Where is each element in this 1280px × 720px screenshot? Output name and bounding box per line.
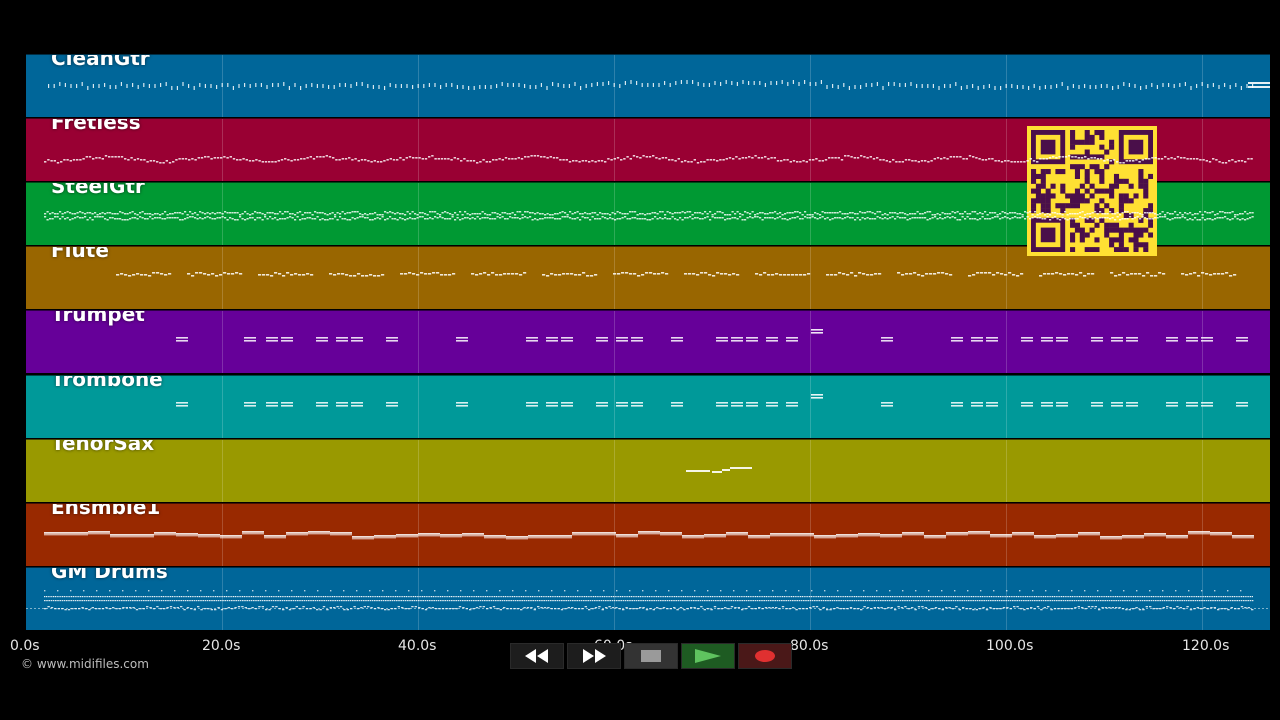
note-lane (26, 589, 1268, 611)
gridline (418, 439, 419, 502)
gridline (1006, 119, 1007, 182)
gridline (810, 119, 811, 182)
track-gm-drums: GM Drums (26, 566, 1270, 630)
gridline (418, 247, 419, 310)
track-cleangtr: CleanGtr (26, 54, 1270, 117)
note-lane (48, 80, 1270, 90)
track-trombone: Trombone (26, 374, 1270, 438)
note-lane (44, 155, 1253, 164)
track-name: CleanGtr (51, 54, 150, 70)
gridline (810, 311, 811, 374)
piano-roll: CleanGtr Fretless SteelGtr Flute Trumpet Trom… (26, 54, 1270, 631)
time-tick-label: 0.0s (10, 638, 40, 654)
gridline (418, 567, 419, 630)
track-name: SteelGtr (51, 182, 145, 199)
time-tick-label: 120.0s (1182, 638, 1230, 654)
track-steelgtr: SteelGtr (26, 182, 1270, 246)
note-lane (176, 329, 1248, 342)
gridline (810, 439, 811, 502)
time-tick-label: 40.0s (398, 638, 437, 654)
track-name: TenorSax (51, 438, 155, 455)
rewind-button[interactable] (510, 643, 564, 669)
stop-icon (641, 650, 661, 662)
qr-code-pattern (1031, 130, 1153, 252)
track-ensmble1: Ensmble1 (26, 502, 1270, 566)
time-tick-label: 20.0s (202, 638, 241, 654)
record-button[interactable] (738, 643, 792, 669)
gridline (418, 375, 419, 438)
time-tick-label: 80.0s (790, 638, 829, 654)
rewind-icon (525, 649, 548, 663)
gridline (810, 375, 811, 438)
track-flute: Flute (26, 246, 1270, 310)
gridline (222, 567, 223, 630)
track-fretless: Fretless (26, 118, 1270, 182)
gridline (1202, 247, 1203, 310)
note-lane (686, 466, 752, 473)
fast-forward-icon (583, 649, 606, 663)
play-button[interactable] (681, 643, 735, 669)
track-name: Trumpet (51, 310, 145, 327)
stop-button[interactable] (624, 643, 678, 669)
gridline (614, 567, 615, 630)
gridline (614, 247, 615, 310)
track-name: Flute (51, 246, 109, 263)
track-trumpet: Trumpet (26, 310, 1270, 374)
fast-forward-button[interactable] (567, 643, 621, 669)
note-lane (176, 393, 1248, 407)
transport-controls (510, 643, 792, 669)
gridline (1006, 311, 1007, 374)
track-name: Ensmble1 (51, 502, 161, 519)
track-name: Trombone (51, 374, 163, 391)
gridline (614, 119, 615, 182)
gridline (222, 119, 223, 182)
track-name: GM Drums (51, 566, 168, 583)
note-lane (44, 211, 1254, 221)
gridline (810, 247, 811, 310)
gridline (222, 375, 223, 438)
track-name: Fretless (51, 118, 141, 135)
gridline (222, 247, 223, 310)
track-tenorsax: TenorSax (26, 438, 1270, 502)
gridline (1006, 439, 1007, 502)
play-icon (695, 649, 721, 663)
gridline (1006, 567, 1007, 630)
gridline (1202, 119, 1203, 182)
gridline (222, 311, 223, 374)
gridline (614, 311, 615, 374)
gridline (222, 439, 223, 502)
gridline (1202, 567, 1203, 630)
note-lane (116, 272, 1237, 277)
gridline (1202, 311, 1203, 374)
time-tick-label: 100.0s (986, 638, 1034, 654)
record-icon (755, 650, 775, 662)
gridline (614, 439, 615, 502)
gridline (418, 119, 419, 182)
qr-code (1027, 126, 1157, 256)
gridline (1202, 439, 1203, 502)
copyright-text: © www.midifiles.com (21, 657, 149, 671)
gridline (1006, 247, 1007, 310)
gridline (614, 375, 615, 438)
gridline (810, 567, 811, 630)
gridline (1202, 503, 1203, 566)
gridline (1006, 375, 1007, 438)
gridline (418, 311, 419, 374)
gridline (1202, 375, 1203, 438)
note-lane (44, 530, 1254, 540)
